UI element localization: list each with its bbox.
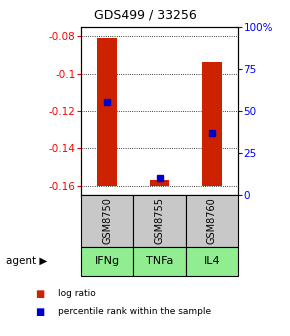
Bar	[97, 38, 117, 185]
Text: percentile rank within the sample: percentile rank within the sample	[58, 307, 211, 317]
Text: agent ▶: agent ▶	[6, 256, 47, 266]
Text: IL4: IL4	[203, 256, 220, 266]
Text: IFNg: IFNg	[95, 256, 120, 266]
Text: GSM8755: GSM8755	[155, 198, 164, 244]
Text: ■: ■	[35, 307, 44, 318]
Bar	[202, 62, 222, 185]
Text: TNFa: TNFa	[146, 256, 173, 266]
Text: log ratio: log ratio	[58, 289, 96, 298]
Bar	[150, 180, 169, 185]
Text: GSM8750: GSM8750	[102, 198, 112, 244]
Text: GSM8760: GSM8760	[207, 198, 217, 244]
Text: ■: ■	[35, 289, 44, 299]
Text: GDS499 / 33256: GDS499 / 33256	[94, 8, 196, 22]
